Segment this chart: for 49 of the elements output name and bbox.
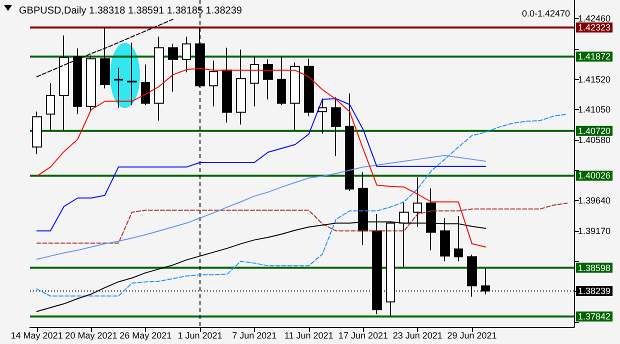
ref-line-label: 1.37842 (578, 312, 611, 322)
candlestick (114, 67, 123, 108)
x-tick-label: 17 Jun 2021 (338, 330, 388, 340)
ref-line-label: 1.40720 (578, 126, 611, 136)
candlestick (46, 82, 55, 131)
line-series (36, 154, 486, 260)
y-tick-label: 1.42460 (578, 14, 611, 24)
x-tick-label: 7 Jun 2021 (232, 330, 277, 340)
x-tick-label: 11 Jun 2021 (284, 330, 334, 340)
candlestick (250, 56, 259, 107)
candlestick (331, 96, 341, 157)
line-series (36, 68, 486, 248)
x-tick-label: 14 May 2021 (10, 330, 63, 340)
candlestick (263, 58, 273, 100)
candlestick (236, 49, 246, 125)
candlestick (222, 47, 232, 124)
y-tick-label: 1.41050 (578, 104, 611, 115)
y-tick-label: 1.39170 (578, 226, 611, 236)
ref-line-label: 1.41872 (578, 52, 611, 62)
candlestick (209, 60, 218, 107)
y-tick-label: 1.39640 (578, 196, 611, 206)
ref-line-label: 1.38598 (578, 262, 611, 273)
text: GBPUSD,Daily 1.38318 1.38591 1.38185 1.38239 (19, 6, 242, 16)
y-tick-label: 1.40580 (578, 134, 611, 145)
line-series (36, 114, 568, 297)
candlestick (32, 111, 42, 155)
line-series (36, 202, 568, 244)
ref-line-label: 1.38239 (578, 286, 611, 296)
candlestick (168, 43, 178, 92)
annotation: 0.0-1.42470 (522, 8, 570, 18)
candlestick (467, 254, 477, 298)
candlestick (127, 42, 137, 106)
x-tick-label: 26 May 2021 (120, 330, 172, 340)
candlestick (304, 58, 314, 117)
ref-line-label: 1.42323 (578, 22, 611, 33)
candlestick (318, 98, 327, 134)
candlestick (182, 36, 191, 73)
x-tick-label: 1 Jun 2021 (178, 330, 222, 340)
line-series (36, 98, 486, 232)
candlestick (277, 56, 286, 106)
candlestick (345, 93, 354, 192)
y-tick-label: 1.41520 (578, 74, 611, 84)
candlestick (141, 64, 150, 106)
x-tick-label: 23 Jun 2021 (392, 330, 442, 340)
candlestick (290, 62, 300, 131)
ref-line-label: 1.40026 (578, 170, 611, 181)
x-tick-label: 20 May 2021 (65, 330, 118, 340)
x-tick-label: 29 Jun 2021 (447, 330, 497, 340)
candlestick (154, 36, 164, 122)
